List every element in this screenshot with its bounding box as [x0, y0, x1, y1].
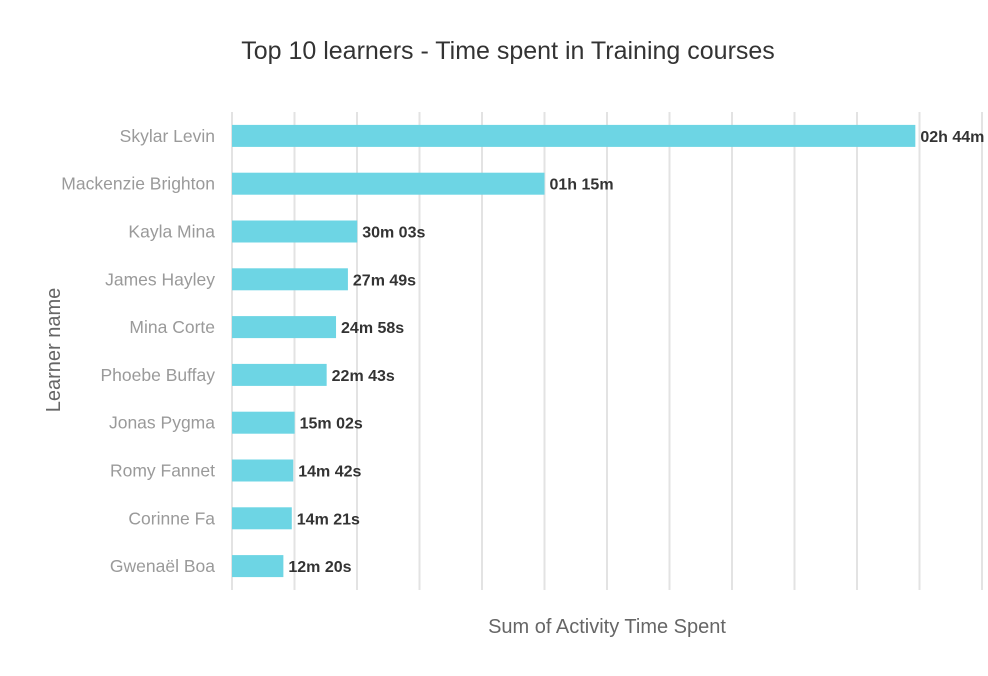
value-label: 02h 44m — [920, 129, 984, 146]
category-label: Mina Corte — [129, 317, 215, 337]
category-label: Corinne Fa — [128, 508, 215, 528]
bar[interactable] — [232, 220, 358, 243]
category-label: Skylar Levin — [120, 126, 215, 146]
bar[interactable] — [232, 316, 337, 339]
category-label: Phoebe Buffay — [101, 365, 216, 385]
bar[interactable] — [232, 268, 348, 291]
bar[interactable] — [232, 124, 916, 147]
value-label: 14m 42s — [298, 464, 361, 481]
bar[interactable] — [232, 363, 327, 386]
chart-title: Top 10 learners - Time spent in Training… — [241, 37, 775, 65]
value-label: 14m 21s — [297, 511, 360, 528]
category-label: Mackenzie Brighton — [61, 174, 215, 194]
category-label: Kayla Mina — [128, 222, 215, 242]
bars — [232, 124, 916, 578]
bar[interactable] — [232, 507, 292, 530]
value-label: 30m 03s — [362, 225, 425, 242]
value-label: 27m 49s — [353, 272, 416, 289]
bar[interactable] — [232, 172, 545, 195]
x-axis-label: Sum of Activity Time Spent — [488, 616, 726, 638]
value-label: 15m 02s — [300, 416, 363, 433]
value-label: 22m 43s — [332, 368, 395, 385]
category-label: James Hayley — [105, 269, 215, 289]
bar[interactable] — [232, 411, 295, 434]
value-label: 24m 58s — [341, 320, 404, 337]
value-label: 12m 20s — [288, 559, 351, 576]
bar[interactable] — [232, 459, 294, 482]
bar[interactable] — [232, 555, 284, 578]
labels: Skylar Levin 02h 44m Mackenzie Brighton 01h… — [61, 126, 984, 576]
category-label: Gwenaël Boa — [110, 556, 215, 576]
y-axis-label: Learner name — [43, 288, 65, 413]
category-label: Romy Fannet — [110, 461, 215, 481]
value-label: 01h 15m — [550, 177, 614, 194]
category-label: Jonas Pygma — [109, 413, 215, 433]
